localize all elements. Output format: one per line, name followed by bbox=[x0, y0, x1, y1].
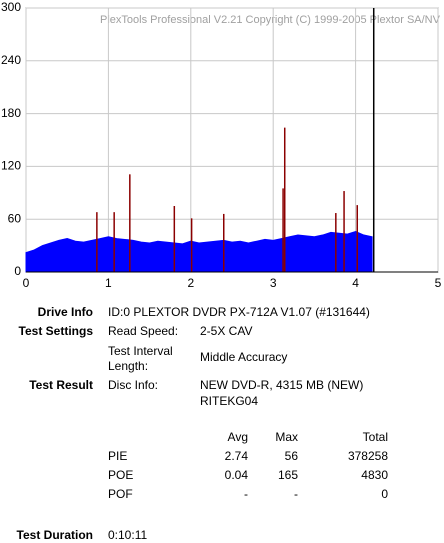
x-tick-label: 5 bbox=[435, 276, 442, 290]
label: Test Settings bbox=[18, 324, 93, 338]
value: 2-5X CAV bbox=[200, 324, 253, 338]
x-tick-label: 0 bbox=[23, 276, 30, 290]
column-header: Avg bbox=[227, 430, 248, 444]
x-tick-label: 4 bbox=[352, 276, 359, 290]
y-tick-label: 300 bbox=[1, 0, 21, 14]
row-label: POF bbox=[108, 487, 133, 501]
plot-frame bbox=[25, 7, 439, 273]
label: Test Result bbox=[29, 378, 93, 392]
column-header: Max bbox=[275, 430, 298, 444]
y-tick-label: 0 bbox=[14, 264, 21, 278]
cell: 2.74 bbox=[224, 449, 248, 463]
column-header: Total bbox=[362, 430, 388, 444]
key: Read Speed: bbox=[108, 324, 179, 338]
row-label: POE bbox=[108, 468, 134, 482]
value: 0:10:11 bbox=[108, 528, 148, 542]
cell: 56 bbox=[284, 449, 298, 463]
value: NEW DVD-R, 4315 MB (NEW) bbox=[200, 378, 364, 392]
y-tick-label: 120 bbox=[1, 159, 21, 173]
chart-title: PlexTools Professional V2.21 Copyright (… bbox=[100, 14, 441, 26]
value: ID:0 PLEXTOR DVDR PX-712A V1.07 (#131644… bbox=[108, 305, 370, 319]
value: Middle Accuracy bbox=[200, 350, 288, 364]
y-tick-label: 240 bbox=[1, 53, 21, 67]
cell: 165 bbox=[277, 468, 298, 482]
x-tick-label: 3 bbox=[270, 276, 277, 290]
cell: 0 bbox=[381, 487, 388, 501]
cell: - bbox=[244, 487, 248, 501]
y-tick-label: 60 bbox=[8, 211, 22, 225]
key: Disc Info: bbox=[108, 378, 159, 392]
label: Test Duration bbox=[16, 528, 93, 542]
cell: 0.04 bbox=[224, 468, 248, 482]
cell: 378258 bbox=[347, 449, 388, 463]
chart: PlexTools Professional V2.21 Copyright (… bbox=[1, 0, 442, 290]
value: RITEKG04 bbox=[200, 394, 259, 408]
row-label: PIE bbox=[108, 449, 128, 463]
cell: 4830 bbox=[361, 468, 388, 482]
area bbox=[25, 230, 373, 273]
y-tick-label: 180 bbox=[1, 106, 21, 120]
label: Drive Info bbox=[37, 305, 93, 319]
cell: - bbox=[294, 487, 298, 501]
x-tick-label: 1 bbox=[105, 276, 112, 290]
x-tick-label: 2 bbox=[187, 276, 194, 290]
key: Test Interval Length: bbox=[108, 344, 173, 373]
